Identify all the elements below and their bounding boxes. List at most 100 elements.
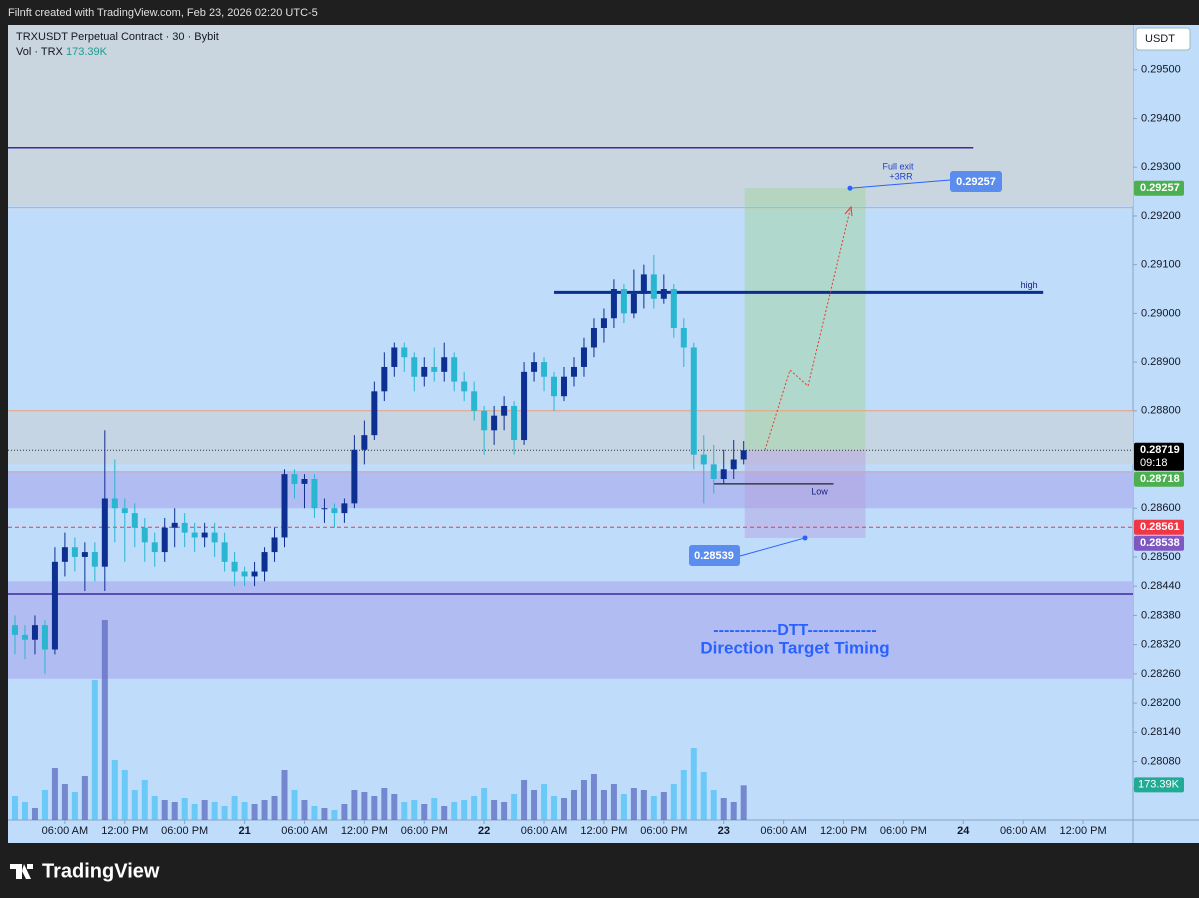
price-badge bbox=[1134, 180, 1184, 196]
overlay: 0.29257 Full exit+3RR 0.28539 ------------D… bbox=[42, 64, 1184, 837]
volume-bar bbox=[191, 804, 198, 820]
volume-bar bbox=[341, 804, 348, 820]
candle-body bbox=[670, 289, 677, 328]
candle-body bbox=[71, 547, 78, 557]
price-axis bbox=[1133, 25, 1199, 843]
volume-badge-label: 173.39K bbox=[1138, 779, 1180, 791]
currency-box bbox=[1135, 27, 1191, 51]
volume-bar bbox=[610, 784, 617, 820]
candle-body bbox=[181, 522, 188, 533]
volume-bar bbox=[720, 798, 727, 820]
candle-body bbox=[541, 362, 548, 377]
candle-body bbox=[201, 532, 208, 538]
candle-body bbox=[411, 357, 418, 377]
candle-body bbox=[431, 366, 438, 372]
volume-bar bbox=[371, 796, 378, 820]
x-tick-label: 06:00 PM bbox=[401, 825, 448, 837]
volume-bar bbox=[511, 794, 518, 820]
volume-bar bbox=[181, 798, 188, 820]
annotation: ------------DTT------------- bbox=[713, 622, 876, 639]
volume-bar bbox=[730, 802, 737, 820]
candle-body bbox=[341, 503, 348, 514]
candle-body bbox=[21, 634, 28, 640]
volume-legend: Vol · TRX bbox=[16, 46, 64, 58]
target-point bbox=[847, 185, 853, 191]
x-tick-label: 24 bbox=[957, 825, 970, 837]
candle-body bbox=[441, 357, 448, 372]
x-tick-label: 06:00 AM bbox=[1000, 825, 1046, 837]
volume-bar bbox=[211, 802, 218, 820]
price-badge-label: 0.28561 bbox=[1140, 521, 1180, 533]
volume-bar bbox=[261, 800, 268, 820]
volume-bar bbox=[121, 770, 128, 820]
price-badge-label: 0.29257 bbox=[1140, 182, 1180, 194]
candle-body bbox=[590, 327, 597, 348]
candle-body bbox=[421, 366, 428, 377]
volume-badge bbox=[1134, 777, 1184, 793]
volume-bar bbox=[600, 790, 607, 820]
candle-body bbox=[231, 561, 238, 572]
volume-bar bbox=[281, 770, 288, 820]
candle-body bbox=[241, 571, 248, 577]
candle-body bbox=[271, 537, 278, 553]
volume-bar bbox=[541, 784, 548, 820]
candle-body bbox=[11, 625, 18, 635]
candle-body bbox=[191, 532, 198, 538]
plot: high Low bbox=[8, 25, 1133, 820]
candle-body bbox=[41, 625, 48, 650]
volume-bar bbox=[81, 776, 88, 820]
volume-bar bbox=[411, 800, 418, 820]
y-tick-label: 0.28140 bbox=[1141, 726, 1181, 738]
candle-body bbox=[151, 542, 158, 553]
y-tick-label: 0.28320 bbox=[1141, 639, 1181, 651]
volume-bar bbox=[580, 780, 587, 820]
volume-bar bbox=[311, 806, 318, 820]
volume-bar bbox=[680, 770, 687, 820]
volume-bar bbox=[271, 796, 278, 820]
volume-bar bbox=[21, 802, 28, 820]
volume-bar bbox=[501, 802, 508, 820]
volume-bar bbox=[531, 790, 538, 820]
candle-body bbox=[451, 357, 458, 382]
candle-body bbox=[620, 289, 627, 314]
logo bbox=[10, 864, 33, 879]
volume-bar bbox=[431, 798, 438, 820]
volume-bar bbox=[391, 794, 398, 820]
price-badge bbox=[1134, 535, 1184, 551]
candle-body bbox=[660, 289, 667, 299]
candle-body bbox=[51, 561, 58, 650]
zone bbox=[8, 410, 1133, 465]
candle-body bbox=[91, 552, 98, 567]
caption: Filnft created with TradingView.com, Feb… bbox=[8, 7, 318, 19]
volume-bar bbox=[51, 768, 58, 820]
volume-bar bbox=[361, 792, 368, 820]
x-tick-label: 12:00 PM bbox=[341, 825, 388, 837]
volume-bar bbox=[461, 800, 468, 820]
candle-body bbox=[700, 454, 707, 465]
volume-bar bbox=[31, 808, 38, 820]
volume-bar bbox=[670, 784, 677, 820]
candle-body bbox=[171, 522, 178, 528]
volume-bar bbox=[451, 802, 458, 820]
volume-bar bbox=[171, 802, 178, 820]
brand: TradingView bbox=[42, 860, 160, 882]
level-label: Low bbox=[811, 486, 828, 496]
candle-body bbox=[521, 371, 528, 441]
zone bbox=[8, 581, 1133, 679]
volume-bar bbox=[700, 772, 707, 820]
candle-body bbox=[221, 542, 228, 562]
volume-bar bbox=[401, 802, 408, 820]
x-tick-label: 06:00 PM bbox=[880, 825, 927, 837]
volume-bar bbox=[161, 800, 168, 820]
candle-body bbox=[111, 498, 118, 509]
price-badge-label: 0.28718 bbox=[1140, 473, 1180, 485]
candle-body bbox=[561, 376, 568, 397]
candle-body bbox=[570, 366, 577, 377]
target-label: 0.29257 bbox=[956, 176, 996, 188]
volume-bar bbox=[231, 796, 238, 820]
volume-bar bbox=[690, 748, 697, 820]
y-tick-label: 0.29200 bbox=[1141, 210, 1181, 222]
volume-bar bbox=[481, 788, 488, 820]
volume-bar bbox=[471, 796, 478, 820]
